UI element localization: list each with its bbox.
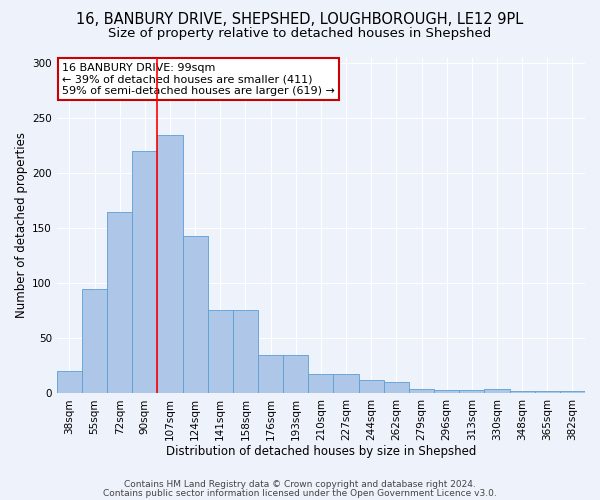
Bar [157, 134, 182, 394]
Bar [459, 390, 484, 394]
Bar [82, 288, 107, 394]
Bar [409, 389, 434, 394]
Bar [233, 310, 258, 394]
Bar [560, 391, 585, 394]
Text: 16, BANBURY DRIVE, SHEPSHED, LOUGHBOROUGH, LE12 9PL: 16, BANBURY DRIVE, SHEPSHED, LOUGHBOROUG… [76, 12, 524, 28]
Bar [132, 151, 157, 394]
Bar [334, 374, 359, 394]
Bar [182, 236, 208, 394]
Bar [208, 310, 233, 394]
Bar [484, 389, 509, 394]
Bar [57, 372, 82, 394]
Bar [434, 390, 459, 394]
X-axis label: Distribution of detached houses by size in Shepshed: Distribution of detached houses by size … [166, 444, 476, 458]
Bar [359, 380, 384, 394]
Bar [308, 374, 334, 394]
Bar [384, 382, 409, 394]
Text: Contains HM Land Registry data © Crown copyright and database right 2024.: Contains HM Land Registry data © Crown c… [124, 480, 476, 489]
Text: 16 BANBURY DRIVE: 99sqm
← 39% of detached houses are smaller (411)
59% of semi-d: 16 BANBURY DRIVE: 99sqm ← 39% of detache… [62, 62, 335, 96]
Bar [535, 391, 560, 394]
Text: Size of property relative to detached houses in Shepshed: Size of property relative to detached ho… [109, 28, 491, 40]
Text: Contains public sector information licensed under the Open Government Licence v3: Contains public sector information licen… [103, 489, 497, 498]
Bar [107, 212, 132, 394]
Bar [509, 391, 535, 394]
Bar [258, 355, 283, 394]
Bar [283, 355, 308, 394]
Y-axis label: Number of detached properties: Number of detached properties [15, 132, 28, 318]
